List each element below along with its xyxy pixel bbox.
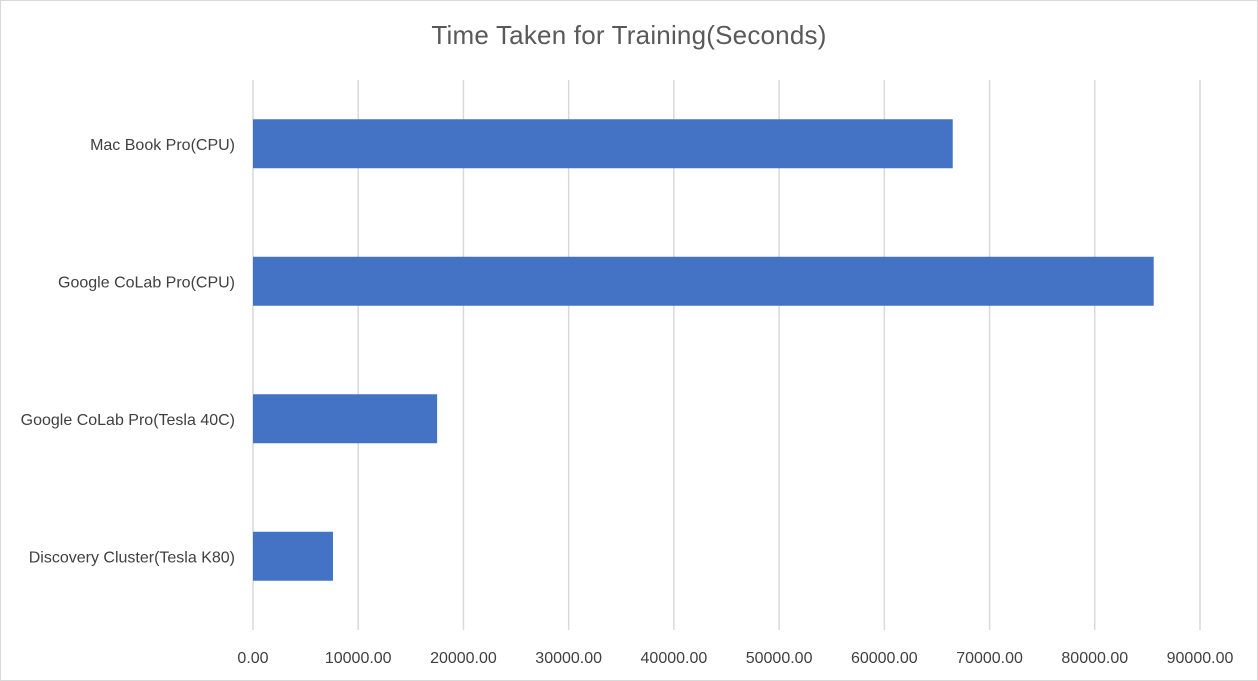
x-tick-labels: 0.00 10000.00 20000.00 30000.00 40000.00 5000… [237,650,1233,667]
x-tick-label-7: 70000.00 [956,650,1023,667]
x-tick-label-4: 40000.00 [641,650,708,667]
category-label-3: Discovery Cluster(Tesla K80) [29,549,235,566]
x-tick-label-6: 60000.00 [851,650,918,667]
bar-2 [253,394,438,444]
x-tick-label-1: 10000.00 [325,650,392,667]
gridlines [252,80,1201,630]
bar-0 [253,119,953,169]
x-tick-label-8: 80000.00 [1061,650,1128,667]
category-label-2: Google CoLab Pro(Tesla 40C) [21,412,235,429]
x-tick-label-3: 30000.00 [535,650,602,667]
bars [253,119,1154,581]
x-tick-label-0: 0.00 [237,650,268,667]
category-label-0: Mac Book Pro(CPU) [90,137,235,154]
x-tick-label-9: 90000.00 [1167,650,1234,667]
category-labels: Mac Book Pro(CPU) Google CoLab Pro(CPU) Go… [21,137,235,567]
bar-3 [253,531,333,581]
category-label-1: Google CoLab Pro(CPU) [58,274,235,291]
x-tick-label-2: 20000.00 [430,650,497,667]
chart-title: Time Taken for Training(Seconds) [431,20,827,50]
x-tick-label-5: 50000.00 [746,650,813,667]
bar-1 [253,256,1154,306]
